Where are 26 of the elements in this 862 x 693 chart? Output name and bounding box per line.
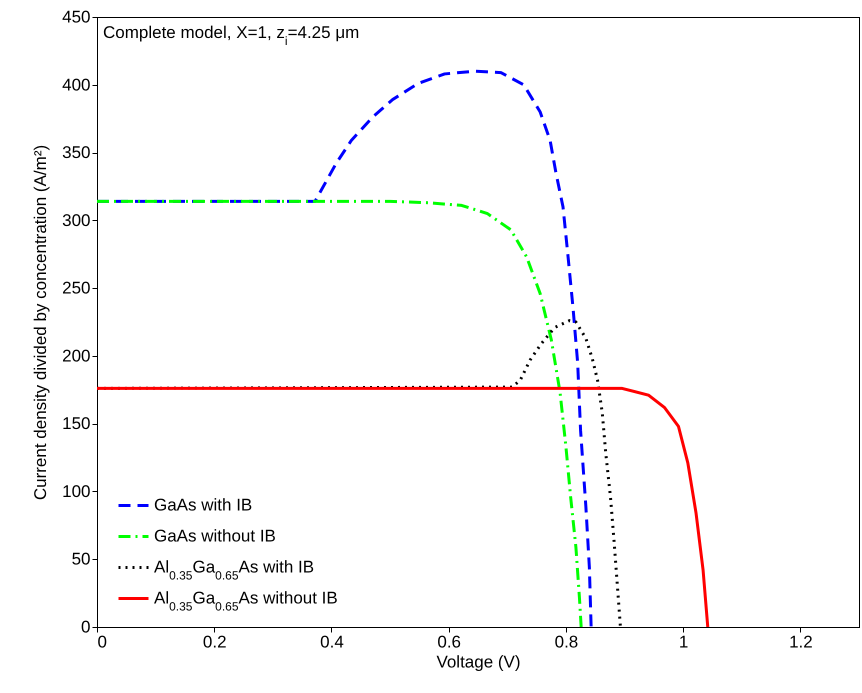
y-tick-label: 400: [62, 75, 90, 94]
line-series: [97, 200, 583, 627]
x-tick-label: 0.4: [320, 632, 344, 652]
x-axis-title: Voltage (V): [436, 652, 521, 672]
x-tick-label: 0: [98, 632, 107, 652]
y-tick-label: 350: [62, 143, 90, 162]
x-tick-label: 0.8: [554, 632, 578, 652]
x-tick-label: 0.6: [437, 632, 462, 652]
y-tick-label: 100: [62, 482, 90, 501]
y-tick-label: 150: [62, 414, 90, 434]
x-tick-label: 1: [678, 632, 688, 652]
legend-label: GaAs with IB: [154, 496, 252, 514]
y-tick-label: 200: [62, 346, 90, 366]
y-tick-label: 250: [62, 278, 90, 298]
annotation: Complete model, X=1, z$_{i}$=4.25 μm: [103, 23, 360, 48]
line-series: [97, 386, 710, 627]
y-tick-label: 300: [62, 210, 90, 230]
y-axis-title: Current density divided by concentration (A/m²): [31, 144, 50, 500]
y-tick-label: 50: [72, 550, 90, 569]
x-tick-label: 1.2: [789, 632, 813, 652]
legend-label: Al$_{0.35}$Ga$_{0.65}$As without IB: [154, 588, 338, 614]
x-tick-label: 0.2: [202, 632, 227, 652]
y-tick-label: 0: [81, 618, 90, 636]
y-tick-label: 450: [62, 8, 90, 26]
legend-label: Al$_{0.35}$Ga$_{0.65}$As with IB: [154, 558, 314, 582]
legend-label: GaAs without IB: [154, 526, 276, 546]
